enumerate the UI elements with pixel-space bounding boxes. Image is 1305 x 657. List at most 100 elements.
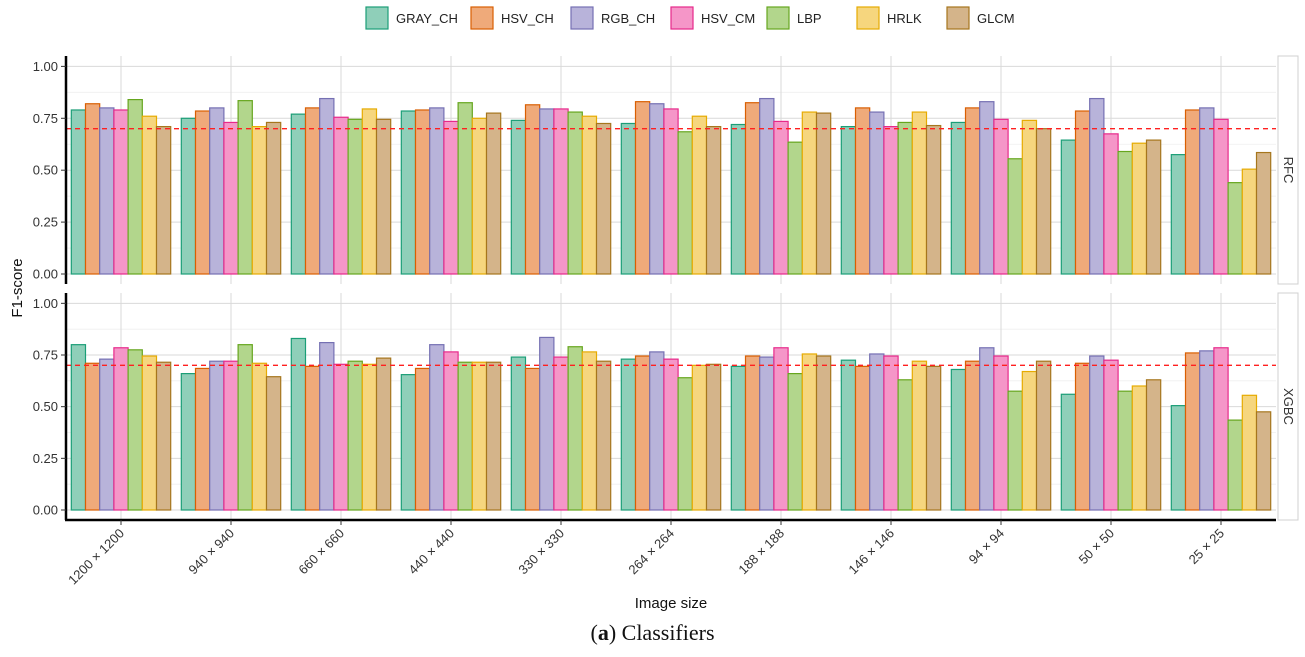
bar-xgbc-gray-ch-2 xyxy=(290,337,307,511)
bar-rfc-gray-ch-2 xyxy=(290,113,307,275)
bar-rfc-hrlk-10 xyxy=(1241,168,1258,275)
bar-xgbc-rgb-ch-9 xyxy=(1089,355,1105,511)
legend-label-rgb-ch: RGB_CH xyxy=(601,11,655,26)
bar-xgbc-hsv-cm-0 xyxy=(113,347,129,511)
bar-rfc-gray-ch-3 xyxy=(400,110,417,275)
bar-xgbc-gray-ch-8 xyxy=(950,368,967,511)
bar-xgbc-gray-ch-1 xyxy=(180,373,197,511)
bar-xgbc-hsv-cm-2 xyxy=(333,363,349,511)
bar-xgbc-lbp-8 xyxy=(1007,390,1023,511)
bar-xgbc-lbp-2 xyxy=(347,360,363,511)
legend-key-hrlk xyxy=(856,6,880,30)
x-tick-label: 940 × 940 xyxy=(185,526,237,578)
bar-xgbc-lbp-6 xyxy=(787,373,803,511)
bar-xgbc-lbp-7 xyxy=(897,379,913,511)
facet-label-xgbc: XGBC xyxy=(1281,388,1296,425)
bar-xgbc-hsv-ch-8 xyxy=(964,360,981,511)
bar-rfc-hsv-cm-7 xyxy=(883,125,899,275)
bar-xgbc-rgb-ch-4 xyxy=(539,336,555,511)
bar-xgbc-rgb-ch-10 xyxy=(1199,350,1215,511)
bar-xgbc-hrlk-2 xyxy=(361,363,378,511)
bar-xgbc-rgb-ch-8 xyxy=(979,347,995,511)
bar-rfc-hsv-ch-1 xyxy=(194,110,211,275)
bar-rfc-lbp-0 xyxy=(127,98,143,275)
bar-rfc-hsv-ch-7 xyxy=(854,107,871,275)
bar-xgbc-rgb-ch-2 xyxy=(319,342,335,511)
bar-xgbc-gray-ch-10 xyxy=(1170,405,1187,511)
bar-xgbc-hrlk-1 xyxy=(251,362,268,511)
bar-xgbc-hsv-cm-3 xyxy=(443,351,459,511)
bar-xgbc-hrlk-3 xyxy=(471,361,488,511)
bar-xgbc-hsv-cm-1 xyxy=(223,360,239,511)
x-tick-label: 50 × 50 xyxy=(1076,526,1118,568)
caption-prefix: ( xyxy=(590,620,598,645)
y-tick-label: 0.00 xyxy=(33,503,58,518)
bar-rfc-lbp-2 xyxy=(347,118,363,275)
bar-xgbc-hrlk-5 xyxy=(691,364,708,511)
y-tick-label: 0.75 xyxy=(33,111,58,126)
legend-key-rgb-ch xyxy=(570,6,594,30)
bar-xgbc-glcm-2 xyxy=(375,357,392,511)
x-tick-label: 25 × 25 xyxy=(1186,526,1228,568)
legend-label-hrlk: HRLK xyxy=(887,11,922,26)
y-tick-label: 0.50 xyxy=(33,163,58,178)
bar-xgbc-gray-ch-0 xyxy=(70,344,87,511)
bar-rfc-rgb-ch-7 xyxy=(869,111,885,275)
bar-xgbc-hsv-ch-9 xyxy=(1074,362,1091,511)
x-tick-label: 94 × 94 xyxy=(966,526,1008,568)
bar-xgbc-rgb-ch-1 xyxy=(209,360,225,511)
bar-xgbc-lbp-10 xyxy=(1227,419,1243,511)
legend-label-glcm: GLCM xyxy=(977,11,1015,26)
bar-rfc-rgb-ch-10 xyxy=(1199,107,1215,275)
bar-rfc-hsv-ch-4 xyxy=(524,104,541,275)
bar-rfc-hsv-ch-10 xyxy=(1184,109,1201,275)
bar-rfc-hrlk-3 xyxy=(471,117,488,275)
bar-xgbc-hrlk-10 xyxy=(1241,394,1258,511)
bar-xgbc-glcm-6 xyxy=(815,355,832,511)
bar-rfc-hsv-cm-9 xyxy=(1103,133,1119,275)
bar-rfc-glcm-4 xyxy=(595,122,612,275)
panel-rfc: 0.00 0.25 0.50 0.75 1.00 RFC xyxy=(33,55,1299,285)
bar-rfc-rgb-ch-0 xyxy=(99,107,115,275)
y-tick-label: 1.00 xyxy=(33,296,58,311)
panel-xgbc: 0.00 0.25 0.50 0.75 1.00 XGBC xyxy=(33,292,1299,521)
bar-xgbc-gray-ch-6 xyxy=(730,365,747,511)
bar-xgbc-hsv-ch-10 xyxy=(1184,352,1201,511)
bar-rfc-glcm-1 xyxy=(265,121,282,275)
bar-rfc-hsv-cm-5 xyxy=(663,108,679,275)
x-tick-label: 440 × 440 xyxy=(405,526,457,578)
bar-rfc-hrlk-2 xyxy=(361,108,378,275)
bar-rfc-hsv-ch-9 xyxy=(1074,110,1091,275)
legend-key-hsv-cm xyxy=(670,6,694,30)
bar-xgbc-hsv-ch-1 xyxy=(194,367,211,511)
bar-xgbc-hrlk-7 xyxy=(911,360,928,511)
bar-xgbc-glcm-7 xyxy=(925,365,942,511)
bar-rfc-hrlk-5 xyxy=(691,115,708,275)
bar-xgbc-hsv-cm-6 xyxy=(773,347,789,511)
bar-rfc-glcm-9 xyxy=(1145,139,1162,275)
legend-key-glcm xyxy=(946,6,970,30)
bar-rfc-hrlk-6 xyxy=(801,111,818,275)
bar-rfc-gray-ch-0 xyxy=(70,109,87,275)
bar-rfc-hrlk-9 xyxy=(1131,142,1148,275)
bar-xgbc-rgb-ch-3 xyxy=(429,344,445,511)
caption-text: ) Classifiers xyxy=(608,620,715,645)
bar-rfc-hsv-ch-8 xyxy=(964,107,981,275)
bar-rfc-gray-ch-4 xyxy=(510,119,527,275)
legend-key-hsv-ch xyxy=(470,6,494,30)
bar-rfc-rgb-ch-2 xyxy=(319,97,335,275)
bar-xgbc-hsv-ch-0 xyxy=(84,362,101,511)
x-tick-label: 330 × 330 xyxy=(515,526,567,578)
legend-label-lbp: LBP xyxy=(797,11,822,26)
bar-xgbc-glcm-0 xyxy=(155,361,172,511)
bar-xgbc-rgb-ch-7 xyxy=(869,353,885,511)
bar-rfc-lbp-1 xyxy=(237,100,253,275)
bar-xgbc-hsv-cm-7 xyxy=(883,355,899,511)
bar-xgbc-gray-ch-5 xyxy=(620,358,637,511)
bar-rfc-glcm-2 xyxy=(375,118,392,275)
bar-rfc-lbp-7 xyxy=(897,121,913,275)
legend-label-gray-ch: GRAY_CH xyxy=(396,11,458,26)
bar-rfc-hsv-ch-5 xyxy=(634,101,651,275)
figure-caption: (a) Classifiers xyxy=(0,620,1305,646)
bar-rfc-hsv-cm-8 xyxy=(993,118,1009,275)
